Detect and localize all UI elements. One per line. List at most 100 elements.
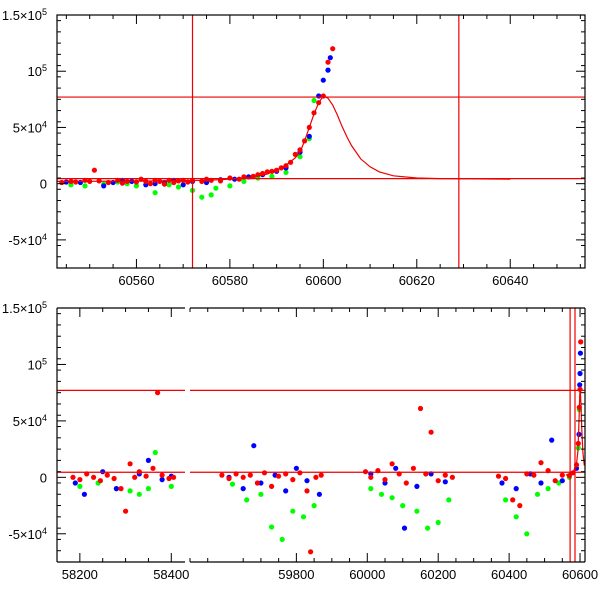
data-point-red: [495, 473, 502, 479]
y-tick-label: -5×104: [8, 232, 47, 248]
data-point-blue: [325, 67, 331, 73]
data-point-green: [269, 524, 275, 530]
data-point-red: [368, 474, 374, 480]
data-point-red: [155, 390, 161, 396]
data-point-red: [240, 474, 246, 480]
data-point-green: [269, 173, 275, 179]
data-point-green: [152, 190, 158, 196]
data-point-red: [119, 180, 125, 186]
data-point-green: [82, 183, 88, 189]
data-point-green: [290, 508, 296, 514]
data-point-red: [382, 477, 388, 483]
x-tick-label: 60640: [492, 273, 528, 288]
data-point-green: [311, 97, 317, 104]
data-point-red: [219, 472, 225, 478]
data-point-green: [414, 508, 420, 514]
data-point-blue: [283, 488, 289, 494]
data-point-red: [417, 405, 424, 412]
data-point-red: [70, 474, 76, 480]
data-point-blue: [327, 55, 333, 61]
data-point-green: [241, 178, 247, 184]
data-point-green: [545, 486, 551, 492]
data-point-red: [147, 181, 154, 187]
data-point-red: [123, 508, 129, 514]
data-point-red: [91, 167, 97, 173]
data-point-red: [159, 472, 165, 478]
x-tick-label: 60620: [399, 273, 435, 288]
data-point-red: [166, 475, 172, 482]
bottom-panel-full-light-curve: 58200 58400 59800 60000 60200 60400 60600 -5×10…: [2, 300, 598, 582]
data-point-green: [389, 495, 395, 501]
data-point-red: [435, 478, 441, 484]
x-tick-label: 60400: [491, 567, 527, 582]
data-point-green: [208, 192, 214, 198]
data-point-blue: [293, 465, 299, 471]
data-point-green: [145, 486, 151, 492]
data-point-green: [446, 497, 452, 503]
x-tick-label: 59800: [278, 567, 314, 582]
data-point-blue: [145, 457, 151, 463]
data-point-blue: [577, 382, 583, 388]
data-point-red: [132, 474, 138, 480]
y-tick-label: 0: [40, 470, 47, 485]
data-point-red: [313, 474, 319, 480]
data-point-red: [517, 503, 523, 509]
y-tick-label: -5×104: [8, 526, 47, 542]
data-point-red: [428, 429, 434, 435]
data-point-blue: [577, 350, 584, 356]
data-point-blue: [316, 491, 322, 497]
data-point-red: [59, 179, 65, 186]
data-point-red: [559, 472, 565, 478]
data-point-blue: [306, 133, 312, 139]
y-tick-label: 105: [28, 63, 47, 79]
data-point-green: [244, 497, 250, 503]
data-point-green: [300, 514, 307, 520]
data-point-green: [258, 491, 264, 497]
data-point-green: [152, 449, 158, 456]
data-point-blue: [180, 182, 186, 188]
data-point-green: [175, 184, 182, 190]
data-point-red: [531, 472, 537, 478]
y-tick-label: 105: [28, 356, 47, 372]
data-point-green: [513, 514, 519, 520]
data-point-red: [127, 461, 133, 467]
data-point-green: [227, 183, 233, 189]
data-point-green: [524, 531, 530, 537]
data-point-blue: [549, 437, 555, 443]
data-point-blue: [414, 483, 420, 489]
data-point-blue: [304, 478, 310, 484]
data-point-red: [104, 472, 110, 478]
data-point-blue: [251, 443, 257, 449]
data-point-red: [578, 339, 584, 345]
data-point-green: [136, 491, 142, 497]
data-point-red: [410, 465, 416, 471]
data-point-red: [330, 46, 336, 52]
model-curve: [565, 389, 585, 476]
data-point-red: [318, 472, 324, 478]
y-tick-label: 5×104: [13, 413, 47, 429]
data-point-red: [449, 474, 455, 480]
data-point-blue: [320, 77, 326, 83]
data-point-red: [325, 59, 331, 65]
x-tick-label: 60600: [305, 273, 341, 288]
data-point-blue: [401, 525, 408, 531]
data-point-blue: [159, 477, 165, 483]
data-point-red: [111, 475, 117, 482]
data-point-green: [166, 182, 172, 188]
data-point-red: [171, 474, 177, 480]
data-point-red: [77, 477, 83, 483]
data-point-blue: [240, 486, 246, 492]
data-point-blue: [316, 93, 322, 99]
data-point-green: [425, 525, 431, 531]
data-point-green: [168, 483, 174, 489]
data-point-blue: [113, 486, 119, 492]
data-point-red: [73, 179, 79, 185]
data-point-green: [283, 169, 289, 175]
data-point-green: [77, 483, 83, 489]
data-point-blue: [538, 480, 544, 486]
data-point-green: [279, 536, 285, 543]
data-point-green: [127, 488, 133, 494]
data-point-red: [254, 480, 260, 486]
data-point-red: [199, 178, 205, 184]
data-point-green: [297, 154, 303, 160]
